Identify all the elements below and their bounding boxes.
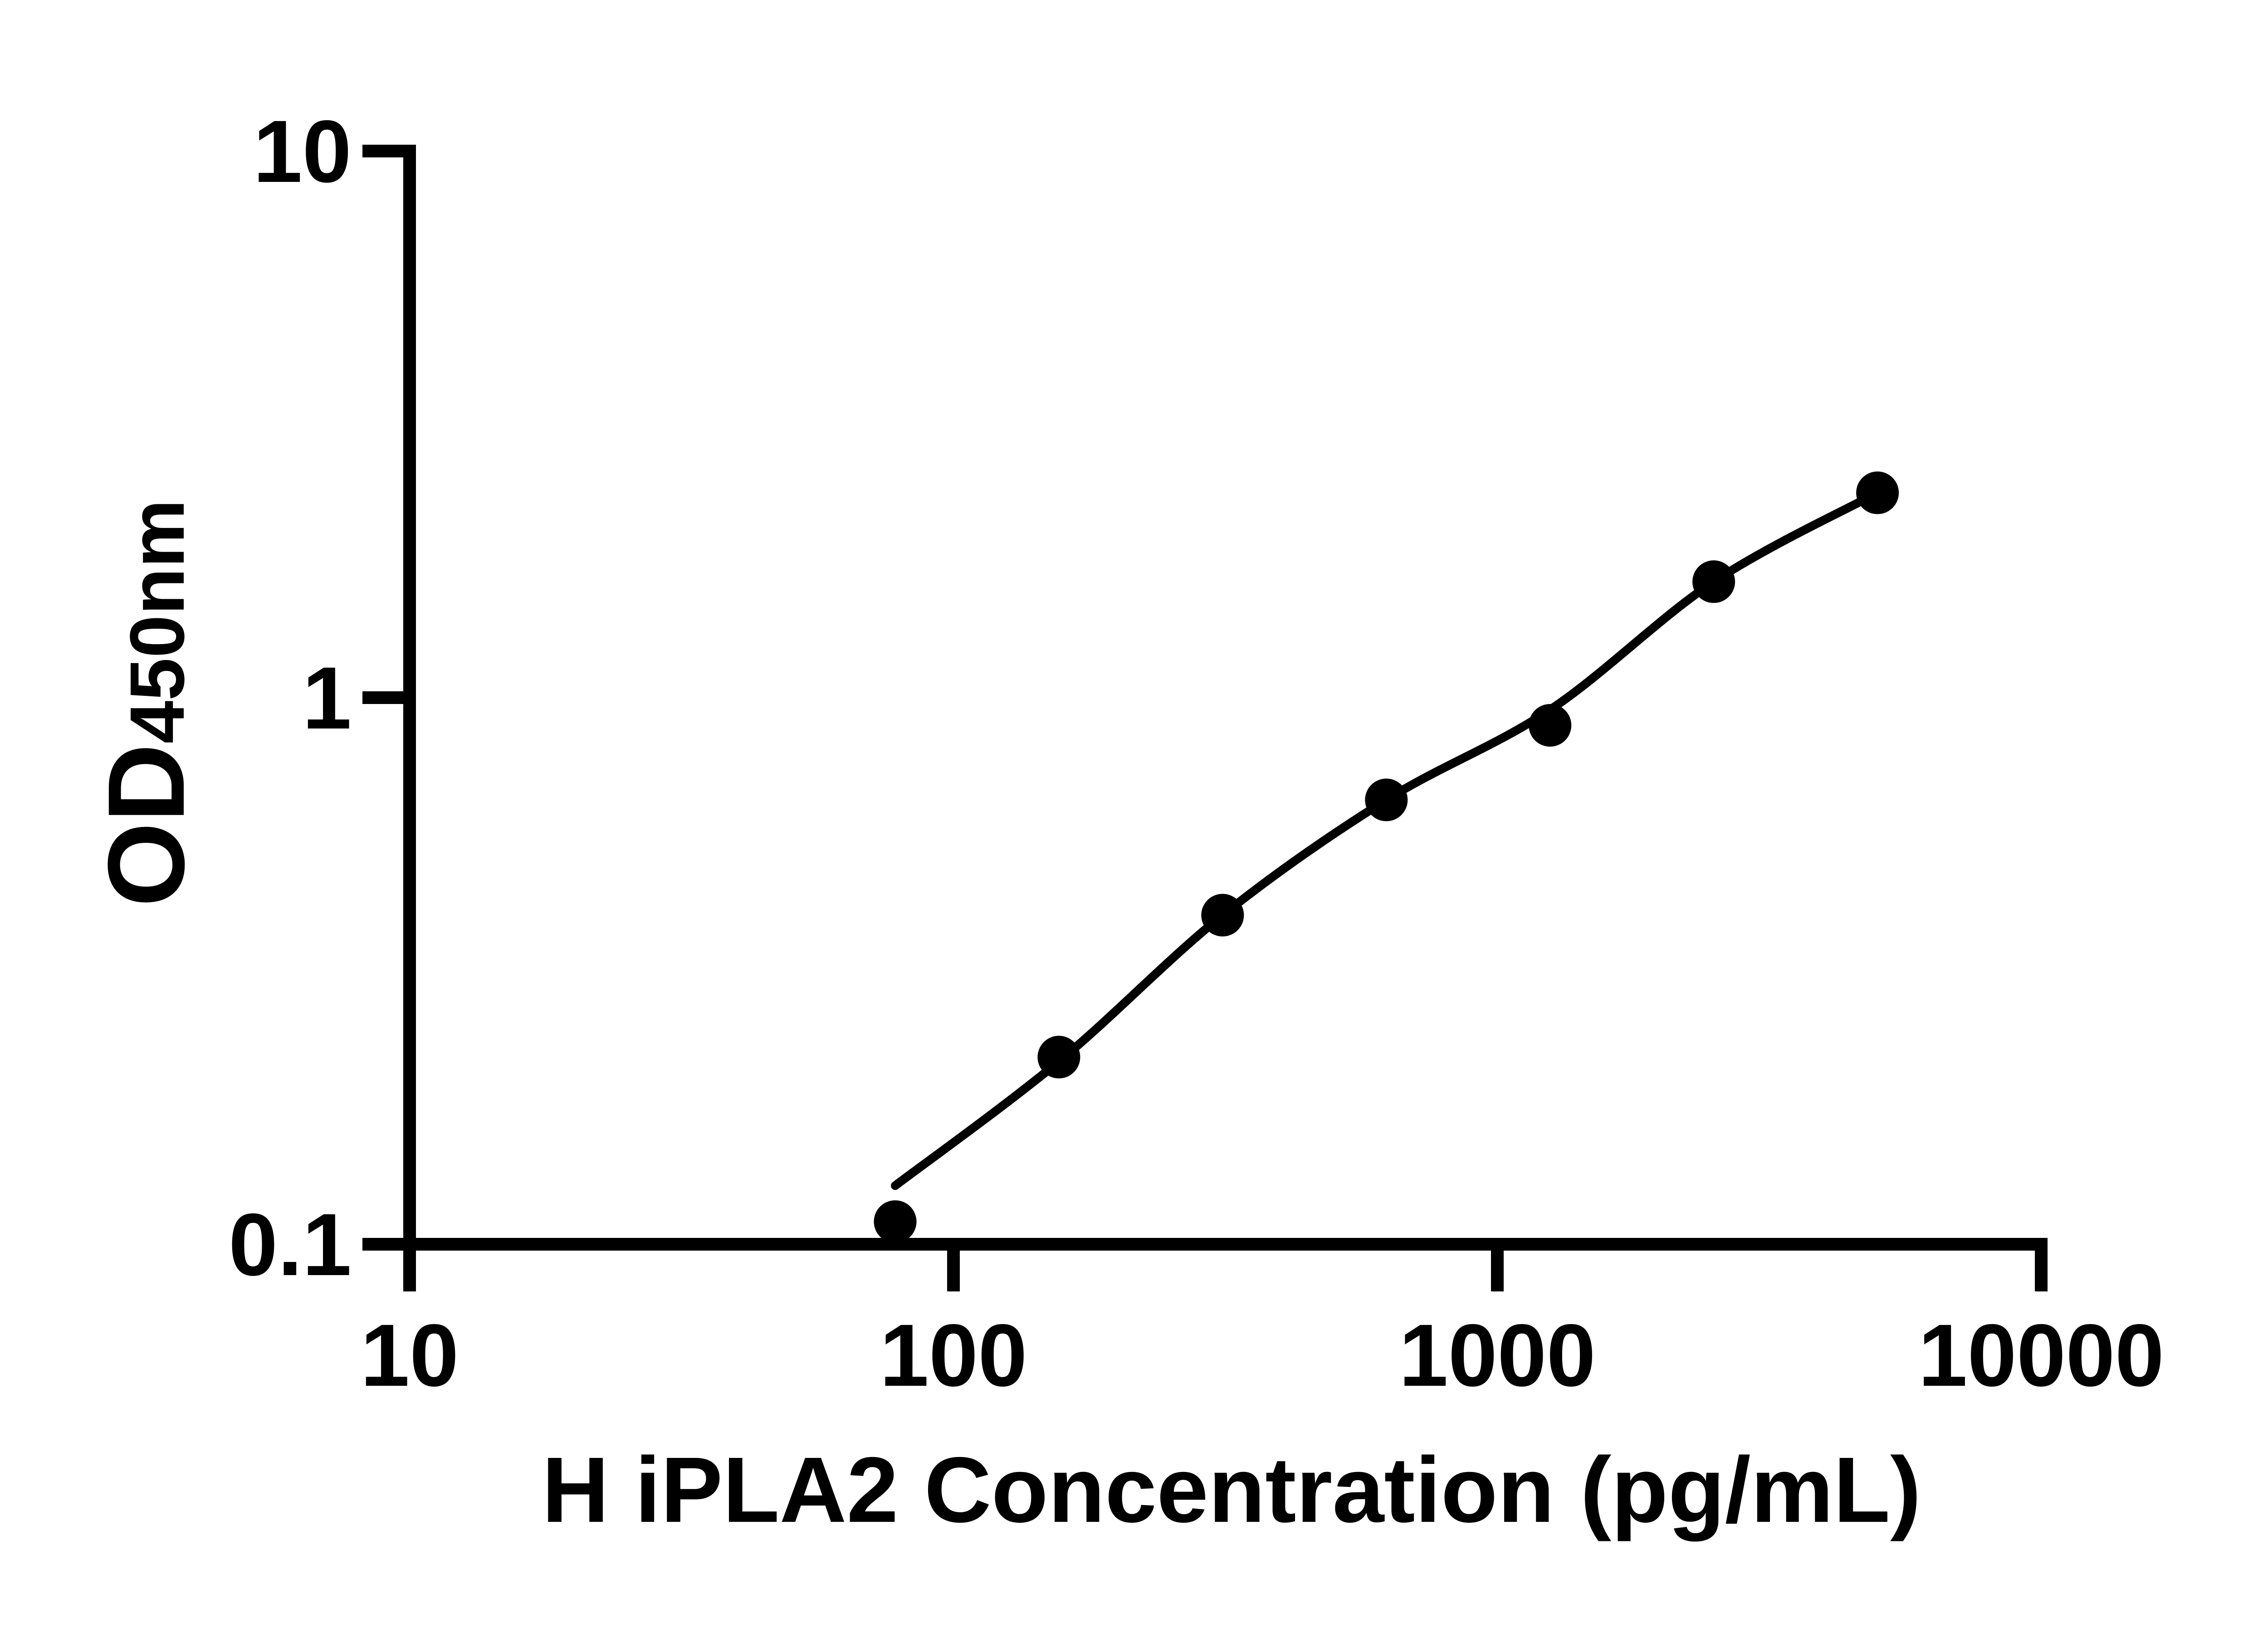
data-point [1201, 894, 1244, 937]
x-axis-title: H iPLA2 Concentration (pg/mL) [542, 1438, 1921, 1542]
y-tick-label: 10 [253, 102, 352, 201]
y-tick-label: 0.1 [229, 1195, 352, 1294]
data-point [1365, 778, 1408, 821]
x-tick-label: 100 [880, 1306, 1027, 1405]
data-point [1529, 704, 1572, 747]
data-point [874, 1200, 917, 1243]
y-axis-title-sub: 450nm [114, 499, 200, 744]
data-points-group [874, 471, 1899, 1243]
data-point [1037, 1036, 1080, 1079]
data-point [1692, 560, 1735, 603]
x-tick-label: 1000 [1399, 1306, 1596, 1405]
data-point [1856, 471, 1899, 514]
x-tick-label: 10000 [1918, 1306, 2164, 1405]
y-axis-title-main: OD [85, 743, 207, 907]
y-axis-title: OD450nm [85, 499, 207, 907]
y-tick-label: 1 [303, 649, 352, 748]
y-axis-ticks: 0.1 1 10 [229, 102, 410, 1294]
x-axis-ticks: 10 100 1000 10000 [361, 1244, 2164, 1405]
x-tick-label: 10 [361, 1306, 459, 1405]
